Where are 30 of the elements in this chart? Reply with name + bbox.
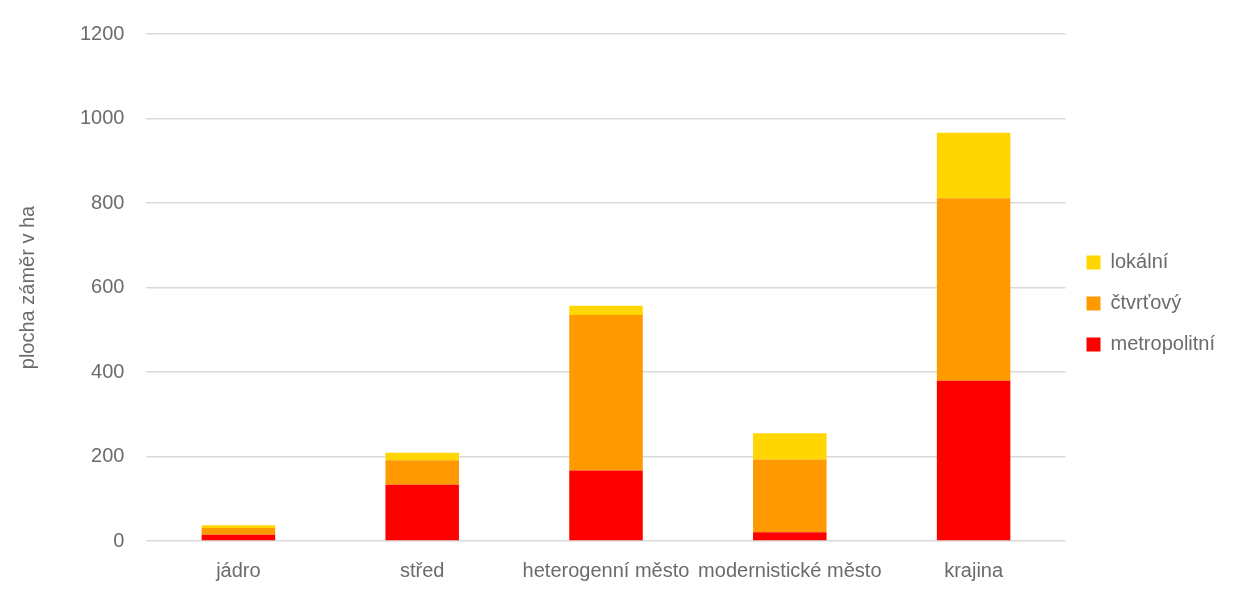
legend-label: čtvrťový xyxy=(1110,291,1182,314)
x-tick-label: heterogenní město xyxy=(522,558,690,581)
y-axis-title: plocha záměr v ha xyxy=(15,204,38,370)
bar xyxy=(569,470,643,541)
bar xyxy=(201,527,276,535)
y-tick-label: 0 xyxy=(113,528,125,551)
bar xyxy=(936,132,1011,199)
bar xyxy=(753,459,827,533)
bar xyxy=(385,452,459,461)
x-tick-label: krajina xyxy=(944,558,1004,581)
y-tick-label: 400 xyxy=(91,359,125,382)
legend-label: lokální xyxy=(1110,250,1169,273)
bar xyxy=(936,380,1011,541)
y-tick-label: 1000 xyxy=(79,106,125,129)
y-tick-label: 800 xyxy=(91,190,125,213)
x-tick-label: modernistické město xyxy=(698,558,882,581)
legend-label: metropolitní xyxy=(1110,332,1216,355)
bar xyxy=(569,305,643,315)
x-tick-label: střed xyxy=(399,558,445,581)
bar xyxy=(201,525,276,528)
y-tick-label: 1200 xyxy=(79,21,125,44)
bar xyxy=(753,433,827,460)
bar xyxy=(569,314,643,471)
bar xyxy=(936,198,1011,381)
bar xyxy=(753,532,827,541)
bar xyxy=(385,460,459,485)
x-tick-label: jádro xyxy=(215,558,261,581)
y-tick-label: 200 xyxy=(91,444,125,467)
bar xyxy=(385,484,459,541)
y-tick-label: 600 xyxy=(91,275,125,298)
